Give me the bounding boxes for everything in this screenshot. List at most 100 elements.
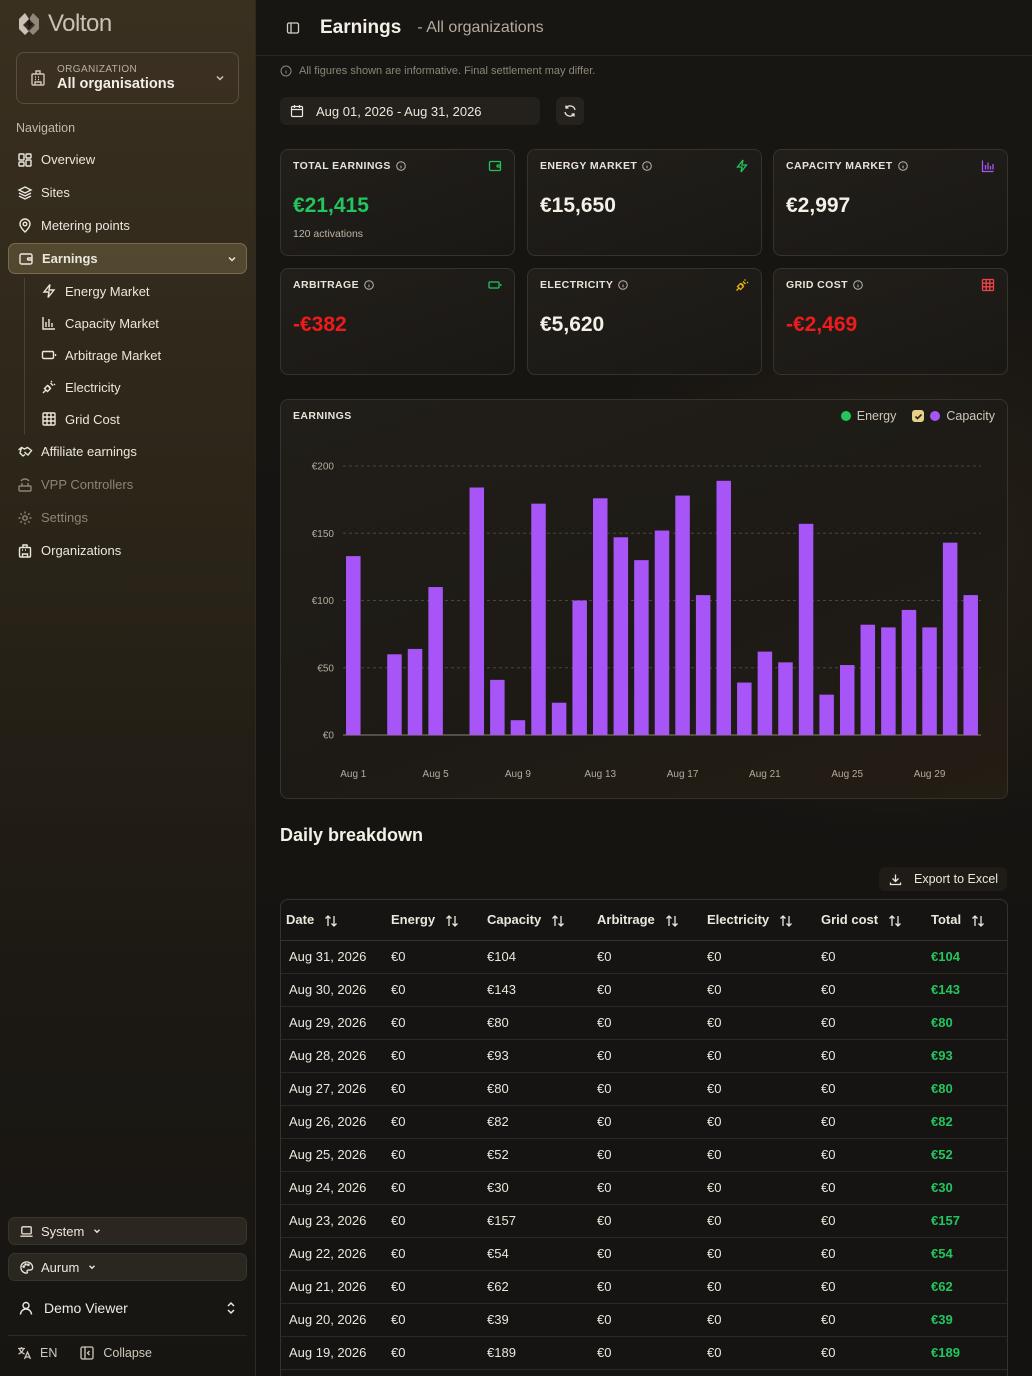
bar-capacity[interactable] [428, 587, 443, 735]
column-header-grid-cost[interactable]: Grid cost [815, 900, 925, 941]
bar-capacity[interactable] [695, 595, 711, 735]
sidebar-subitem-capacity-market[interactable]: Capacity Market [32, 309, 247, 337]
bar-capacity[interactable] [901, 609, 917, 735]
bar-capacity[interactable] [407, 648, 423, 735]
bar-capacity[interactable] [346, 556, 361, 735]
info-icon[interactable] [395, 161, 406, 171]
table-cell: €0 [385, 1237, 481, 1271]
bar-capacity[interactable] [963, 595, 978, 735]
bar-capacity[interactable] [922, 627, 937, 735]
bar-chart-icon [981, 160, 994, 173]
legend-label-energy[interactable]: Energy [856, 409, 897, 423]
bar-capacity[interactable] [798, 523, 814, 735]
user-menu[interactable]: Demo Viewer [8, 1292, 247, 1324]
column-header-capacity[interactable]: Capacity [481, 900, 591, 941]
info-icon[interactable] [642, 161, 652, 171]
column-header-electricity[interactable]: Electricity [701, 900, 815, 941]
sidebar-subitem-grid-cost[interactable]: Grid Cost [32, 405, 247, 433]
bar-capacity[interactable] [531, 503, 546, 735]
sidebar-subitem-electricity[interactable]: Electricity [32, 373, 247, 401]
legend-checkbox-icon[interactable] [912, 410, 925, 422]
bar-capacity[interactable] [572, 600, 587, 736]
column-header-label: Grid cost [821, 911, 879, 927]
color-theme-select[interactable]: Aurum [8, 1253, 247, 1281]
organization-select[interactable]: ORGANIZATION All organisations [16, 52, 239, 104]
y-tick-label: €100 [312, 596, 335, 607]
export-to-excel-button[interactable]: Export to Excel [879, 867, 1007, 891]
table-row[interactable]: Aug 20, 2026 €0 €39 €0 €0 €0 €39 [281, 1303, 1007, 1337]
bar-capacity[interactable] [881, 627, 896, 735]
bar-capacity[interactable] [654, 530, 670, 735]
table-cell: €0 [591, 1336, 701, 1370]
bar-capacity[interactable] [839, 665, 855, 735]
table-cell: €30 [481, 1171, 591, 1205]
bar-capacity[interactable] [716, 480, 731, 735]
sidebar-item-sites[interactable]: Sites [8, 177, 247, 208]
table-row[interactable]: Aug 23, 2026 €0 €157 €0 €0 €0 €157 [281, 1204, 1007, 1238]
bar-capacity[interactable] [593, 498, 608, 735]
sidebar-subitem-arbitrage-market[interactable]: Arbitrage Market [32, 341, 247, 369]
bar-capacity[interactable] [551, 702, 567, 735]
sidebar-item-settings[interactable]: Settings [8, 502, 247, 533]
bar-capacity[interactable] [490, 679, 505, 735]
column-header-total[interactable]: Total [925, 900, 1007, 941]
earnings-bar-chart: €0 €50 €100 €150 €200 Aug 1 Aug 5 Aug 9 Aug 13 Au… [312, 462, 981, 780]
info-icon[interactable] [897, 161, 908, 171]
bar-capacity[interactable] [675, 495, 690, 735]
refresh-button[interactable] [556, 97, 584, 125]
bar-capacity[interactable] [757, 651, 773, 735]
column-header-arbitrage[interactable]: Arbitrage [591, 900, 701, 941]
bar-capacity[interactable] [634, 560, 649, 735]
info-icon[interactable] [364, 280, 374, 290]
table-row[interactable]: Aug 26, 2026 €0 €82 €0 €0 €0 €82 [281, 1105, 1007, 1139]
bar-capacity[interactable] [942, 542, 958, 735]
table-row[interactable]: Aug 25, 2026 €0 €52 €0 €0 €0 €52 [281, 1138, 1007, 1172]
sidebar-item-organizations[interactable]: Organizations [8, 535, 247, 566]
date-range-picker[interactable]: Aug 01, 2026 - Aug 31, 2026 [280, 97, 540, 125]
chevrons-up-down-icon [227, 1301, 235, 1315]
legend-label-capacity[interactable]: Capacity [946, 409, 995, 423]
table-row[interactable]: Aug 24, 2026 €0 €30 €0 €0 €0 €30 [281, 1171, 1007, 1205]
table-cell: €0 [815, 1006, 925, 1040]
sidebar-item-metering-points[interactable]: Metering points [8, 210, 247, 241]
language-switch[interactable]: EN [16, 1345, 57, 1361]
info-icon[interactable] [853, 280, 863, 290]
table-row[interactable]: Aug 29, 2026 €0 €80 €0 €0 €0 €80 [281, 1006, 1007, 1040]
system-theme-select[interactable]: System [8, 1217, 247, 1245]
table-row[interactable]: Aug 30, 2026 €0 €143 €0 €0 €0 €143 [281, 973, 1007, 1007]
table-cell: €0 [385, 940, 481, 974]
sidebar-item-earnings[interactable]: Earnings [8, 243, 247, 274]
bar-capacity[interactable] [613, 537, 629, 735]
bar-capacity[interactable] [819, 694, 834, 735]
table-row[interactable]: Aug 31, 2026 €0 €104 €0 €0 €0 €104 [281, 940, 1007, 974]
sidebar-item-overview[interactable]: Overview [8, 144, 247, 175]
table-row[interactable]: Aug 22, 2026 €0 €54 €0 €0 €0 €54 [281, 1237, 1007, 1271]
table-row[interactable]: Aug 28, 2026 €0 €93 €0 €0 €0 €93 [281, 1039, 1007, 1073]
collapse-button[interactable]: Collapse [79, 1345, 152, 1361]
x-tick-label: Aug 1 [340, 769, 367, 780]
sidebar-item-affiliate-earnings[interactable]: Affiliate earnings [8, 436, 247, 467]
table-cell: Aug 27, 2026 [281, 1072, 385, 1106]
info-icon[interactable] [618, 280, 629, 290]
bar-capacity[interactable] [860, 624, 876, 735]
bar-capacity[interactable] [510, 720, 526, 735]
table-cell: €0 [385, 1303, 481, 1337]
logo[interactable]: Volton [16, 10, 112, 38]
table-row[interactable]: Aug 27, 2026 €0 €80 €0 €0 €0 €80 [281, 1072, 1007, 1106]
bar-capacity[interactable] [469, 487, 485, 735]
table-cell: €0 [591, 1270, 701, 1304]
table-row[interactable]: Aug 21, 2026 €0 €62 €0 €0 €0 €62 [281, 1270, 1007, 1304]
sidebar-item-vpp-controllers[interactable]: VPP Controllers [8, 469, 247, 500]
column-header-energy[interactable]: Energy [385, 900, 481, 941]
sidebar-toggle-icon[interactable] [286, 21, 300, 35]
table-row[interactable]: Aug 19, 2026 €0 €189 €0 €0 €0 €189 [281, 1336, 1007, 1370]
table-cell: €54 [481, 1237, 591, 1271]
bar-capacity[interactable] [778, 662, 793, 735]
column-header-date[interactable]: Date [281, 900, 385, 941]
table-cell: Aug 26, 2026 [281, 1105, 385, 1139]
chart-legend: Energy Capacity [840, 409, 995, 423]
bar-capacity[interactable] [737, 682, 752, 735]
bar-capacity[interactable] [387, 654, 402, 735]
sidebar-subitem-energy-market[interactable]: Energy Market [32, 277, 247, 305]
layers-icon [17, 185, 33, 200]
